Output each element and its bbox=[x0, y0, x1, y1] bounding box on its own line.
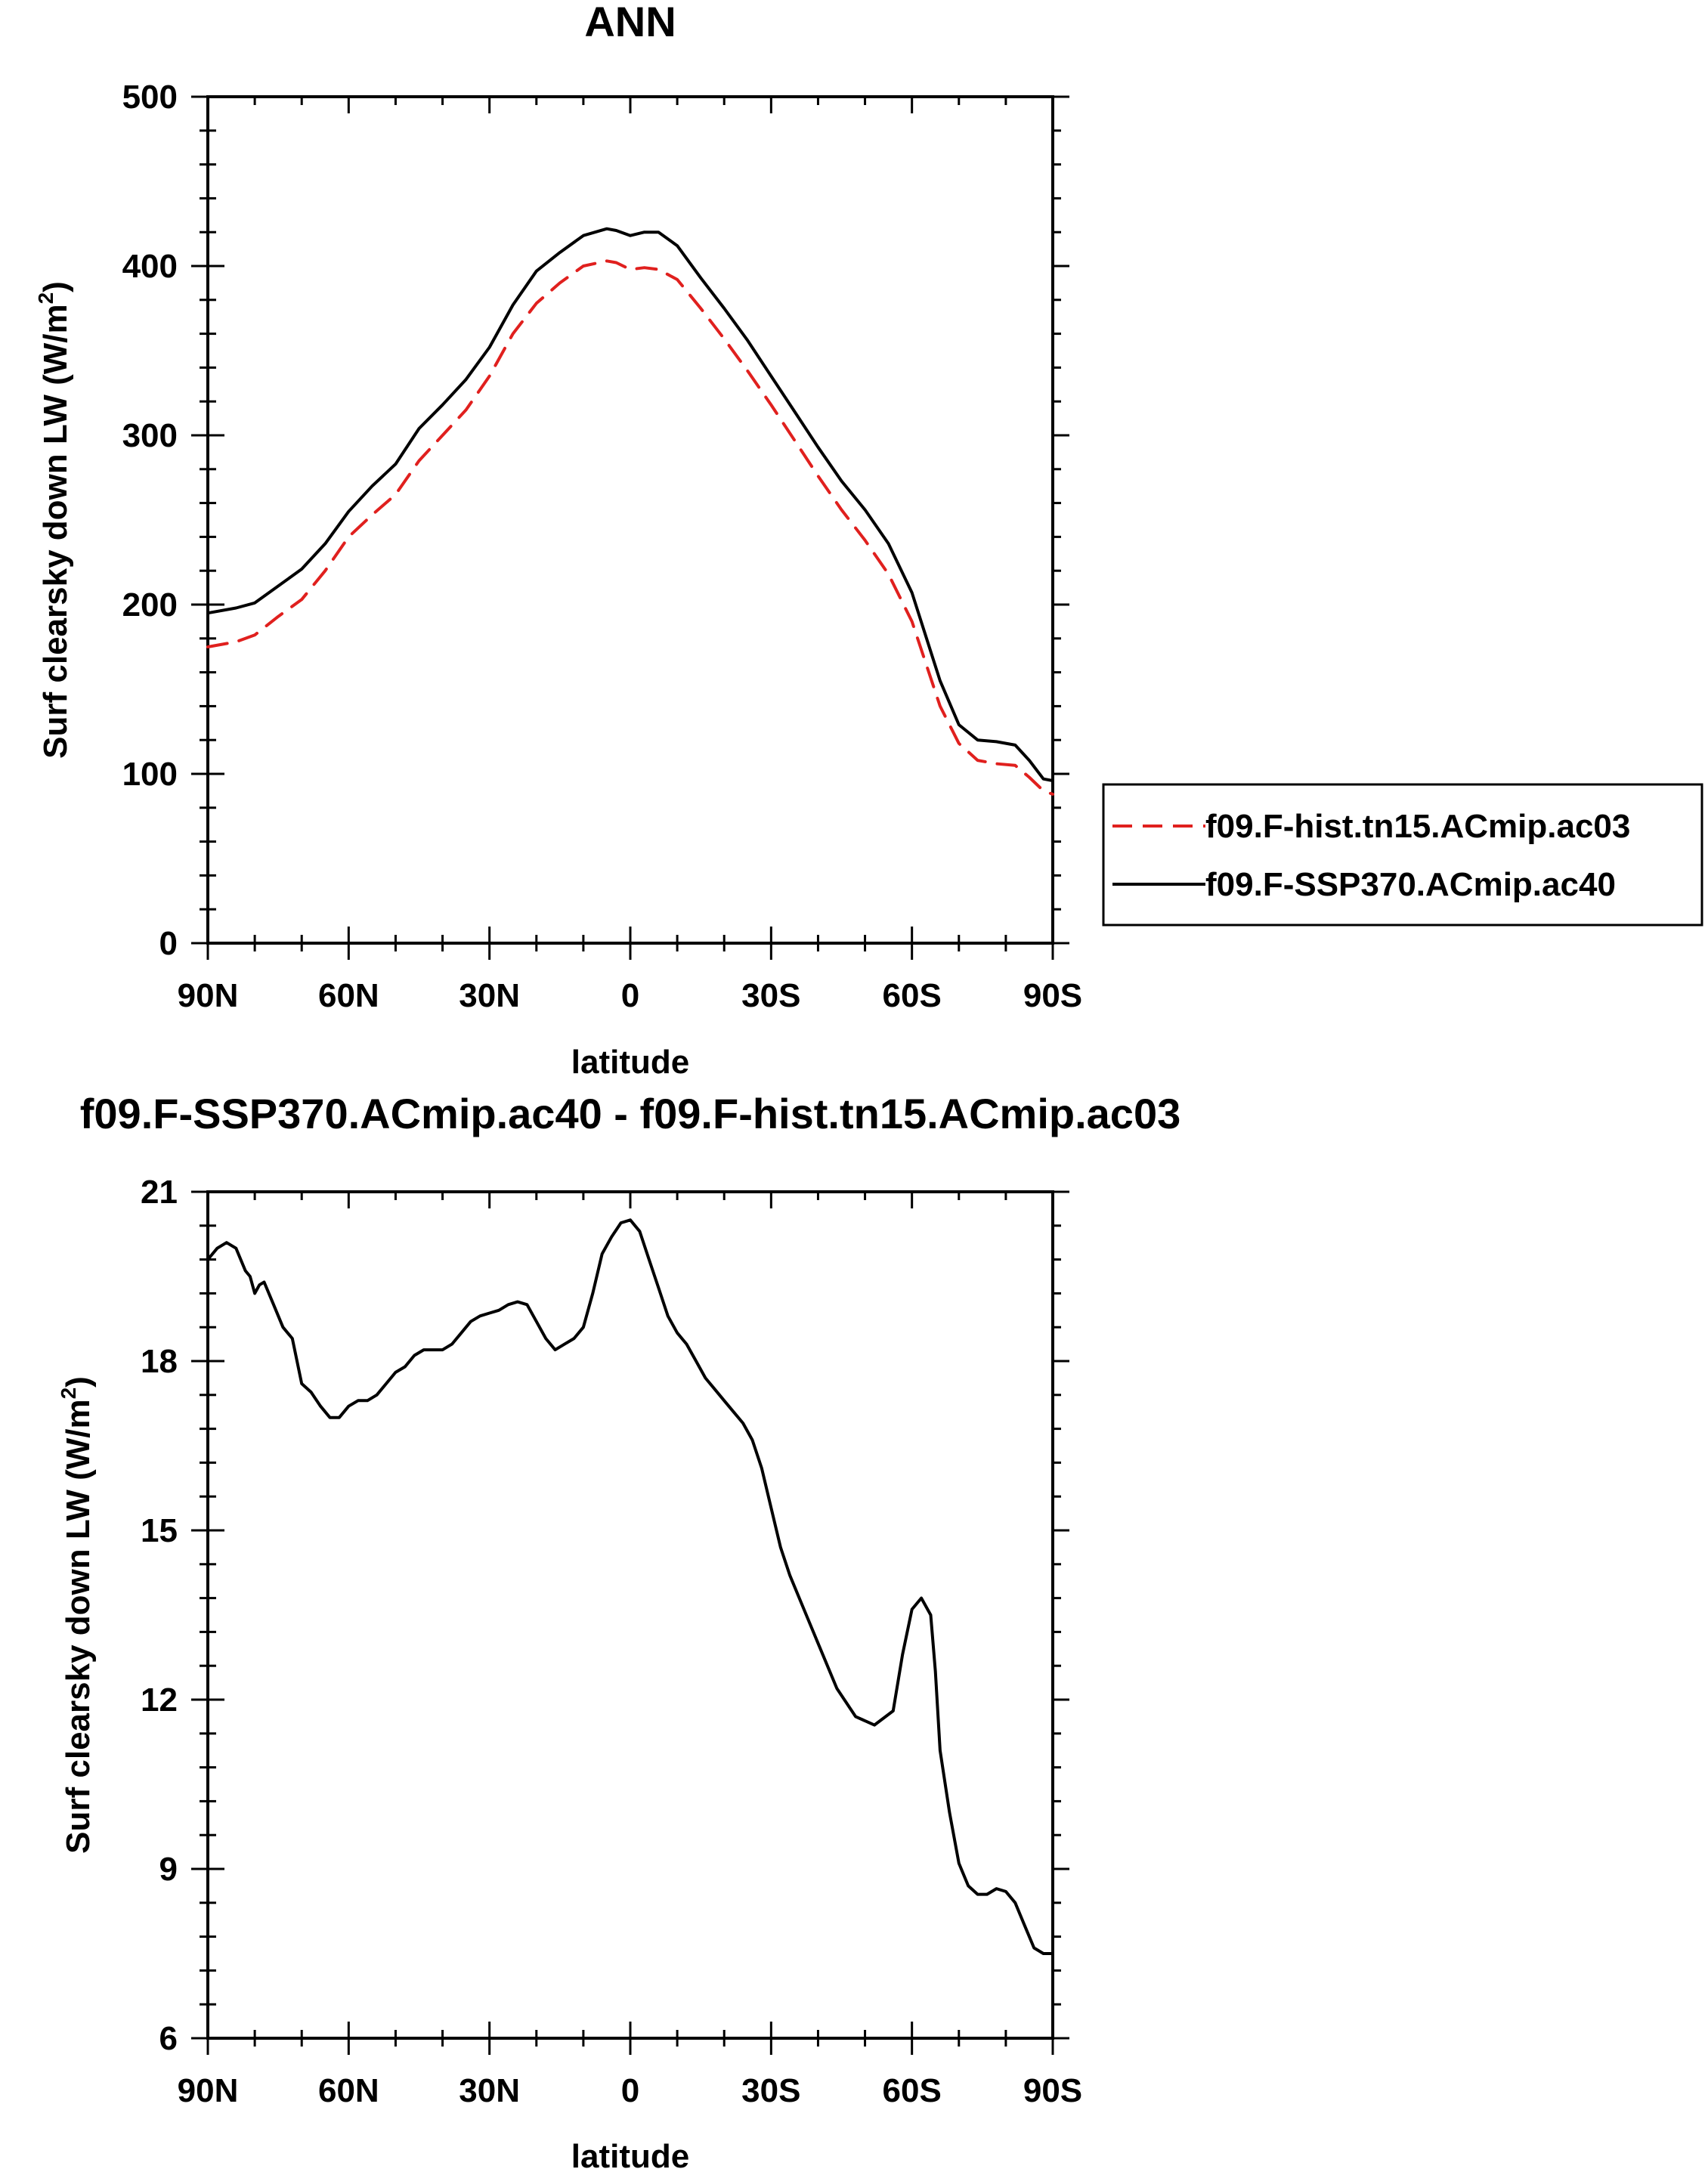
bottom-y-axis-label-suffix: ) bbox=[60, 1376, 97, 1388]
top-y-tick-label: 200 bbox=[122, 586, 178, 623]
top-y-axis-label-main: Surf clearsky down LW (W/m bbox=[37, 304, 74, 758]
bottom-y-axis-label-superscript: 2 bbox=[57, 1388, 80, 1400]
top-panel: ANN 90N 60N 30N 0 30S 60S 90S0100200300400500 … bbox=[34, 0, 1703, 1081]
top-y-tick-label: 500 bbox=[122, 79, 178, 116]
top-y-axis-label-suffix: ) bbox=[37, 281, 74, 292]
bottom-y-tick-label: 15 bbox=[141, 1512, 178, 1549]
bottom-y-tick-label: 9 bbox=[159, 1851, 178, 1888]
bottom-panel: f09.F-SSP370.ACmip.ac40 - f09.F-hist.tn1… bbox=[57, 1090, 1180, 2175]
top-y-tick-label: 0 bbox=[159, 925, 178, 962]
top-y-tick-label: 400 bbox=[122, 248, 178, 285]
top-x-tick-label: 30N bbox=[459, 977, 520, 1014]
bottom-chart-title: f09.F-SSP370.ACmip.ac40 - f09.F-hist.tn1… bbox=[80, 1090, 1181, 1137]
top-x-tick-label: 30S bbox=[741, 977, 800, 1014]
bottom-y-axis-label: Surf clearsky down LW (W/m2) bbox=[57, 1376, 97, 1854]
legend-label-hist: f09.F-hist.tn15.ACmip.ac03 bbox=[1205, 808, 1630, 845]
top-y-tick-label: 100 bbox=[122, 756, 178, 793]
top-x-tick-label: 0 bbox=[621, 977, 639, 1014]
top-chart-title: ANN bbox=[584, 0, 676, 45]
top-y-axis-label: Surf clearsky down LW (W/m2) bbox=[34, 281, 74, 759]
bottom-y-tick-label: 6 bbox=[159, 2020, 178, 2057]
bottom-x-tick-label: 30N bbox=[459, 2072, 520, 2109]
top-x-tick-label: 60S bbox=[883, 977, 942, 1014]
legend-box bbox=[1102, 783, 1703, 927]
bottom-x-tick-label: 60S bbox=[883, 2072, 942, 2109]
top-x-tick-label: 90N bbox=[178, 977, 239, 1014]
legend: f09.F-hist.tn15.ACmip.ac03 f09.F-SSP370.… bbox=[1102, 783, 1703, 927]
top-plot-frame bbox=[206, 95, 1054, 945]
top-series-line-0 bbox=[206, 259, 1054, 796]
bottom-x-tick-label: 30S bbox=[741, 2072, 800, 2109]
bottom-plot-frame bbox=[206, 1190, 1054, 2040]
top-x-tick-label: 60N bbox=[318, 977, 379, 1014]
top-x-tick-label: 90S bbox=[1023, 977, 1082, 1014]
bottom-y-tick-label: 18 bbox=[141, 1343, 178, 1380]
top-x-axis-label: latitude bbox=[571, 1044, 689, 1081]
bottom-x-axis-label: latitude bbox=[571, 2138, 689, 2175]
top-series-line-1 bbox=[206, 227, 1054, 782]
bottom-y-axis-label-main: Surf clearsky down LW (W/m bbox=[60, 1399, 97, 1853]
bottom-x-tick-label: 60N bbox=[318, 2072, 379, 2109]
top-y-axis-label-superscript: 2 bbox=[34, 292, 57, 305]
bottom-series-line-0 bbox=[206, 1218, 1054, 1955]
bottom-x-tick-label: 90N bbox=[178, 2072, 239, 2109]
top-y-tick-label: 300 bbox=[122, 417, 178, 454]
legend-label-ssp370: f09.F-SSP370.ACmip.ac40 bbox=[1205, 866, 1616, 903]
bottom-y-tick-label: 12 bbox=[141, 1682, 178, 1719]
bottom-x-tick-label: 0 bbox=[621, 2072, 639, 2109]
bottom-y-tick-label: 21 bbox=[141, 1174, 178, 1211]
bottom-x-tick-label: 90S bbox=[1023, 2072, 1082, 2109]
